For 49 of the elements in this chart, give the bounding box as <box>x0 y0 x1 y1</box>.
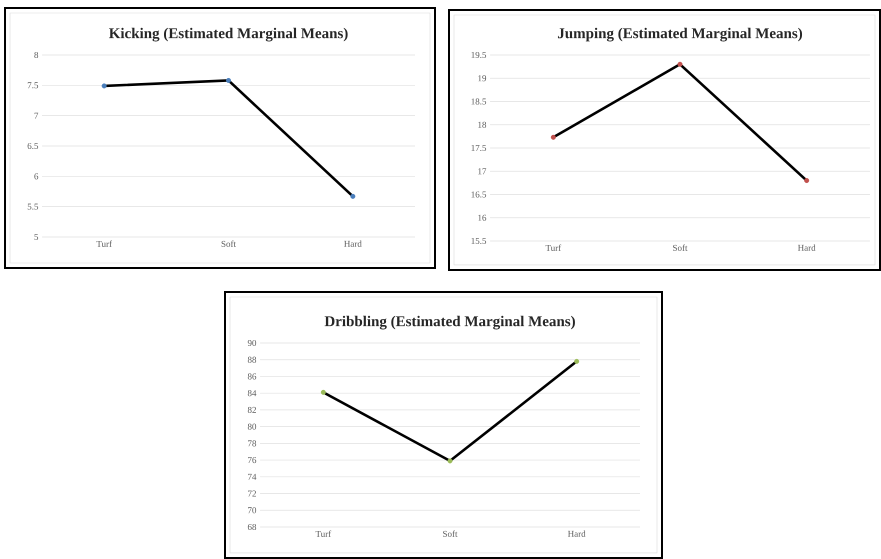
y-tick-label: 19 <box>478 75 486 82</box>
y-tick-label: 5.5 <box>28 204 38 210</box>
point <box>574 358 580 364</box>
point <box>678 62 682 67</box>
x-tick-label: Soft <box>673 244 688 251</box>
y-tick-label: 16 <box>478 214 486 221</box>
y-tick-label: 6 <box>34 173 38 180</box>
y-tick-label: 5 <box>34 234 38 240</box>
y-tick-label: 82 <box>248 406 256 413</box>
point <box>550 134 556 140</box>
y-tick-label: 8 <box>34 52 38 58</box>
x-tick-label: Turf <box>316 530 332 537</box>
x-tick-label: Hard <box>344 240 362 247</box>
y-tick-label: 76 <box>248 457 256 464</box>
x-tick-label: Turf <box>96 240 112 247</box>
y-tick-label: 18.5 <box>472 98 486 105</box>
point <box>804 178 810 184</box>
y-tick-label: 72 <box>248 490 256 497</box>
y-tick-label: 84 <box>248 390 256 396</box>
y-tick-label: 17 <box>478 168 486 174</box>
y-tick-label: 6.5 <box>28 142 38 150</box>
y-tick-label: 18 <box>478 122 486 128</box>
x-tick-label: Hard <box>798 244 816 251</box>
point <box>448 458 453 464</box>
x-tick-label: Turf <box>546 244 562 251</box>
y-tick-label: 70 <box>248 507 256 514</box>
chart-title: Jumping (Estimated Marginal Means) <box>558 28 802 42</box>
y-tick-label: 78 <box>248 440 256 446</box>
y-tick-label: 88 <box>248 356 256 363</box>
point <box>350 194 356 199</box>
y-tick-label: 86 <box>248 373 256 380</box>
point <box>102 83 107 88</box>
y-tick-label: 90 <box>248 340 256 346</box>
x-tick-label: Soft <box>443 530 458 537</box>
x-tick-label: Soft <box>222 240 236 247</box>
y-tick-label: 68 <box>248 524 256 530</box>
y-tick-label: 7.5 <box>28 82 38 88</box>
y-tick-label: 80 <box>248 424 256 430</box>
y-tick-label: 17.5 <box>472 144 486 152</box>
y-tick-label: 74 <box>248 474 256 480</box>
y-tick-label: 7 <box>34 112 38 119</box>
y-tick-label: 19.5 <box>472 52 486 58</box>
chart-title: Dribbling (Estimated Marginal Means) <box>324 316 575 330</box>
y-tick-label: 16.5 <box>472 191 486 198</box>
chart-title: Kicking (Estimated Marginal Means) <box>108 28 348 42</box>
y-tick-label: 15.5 <box>472 238 486 244</box>
point <box>320 390 326 395</box>
point <box>226 78 232 83</box>
x-tick-label: Hard <box>568 530 586 537</box>
